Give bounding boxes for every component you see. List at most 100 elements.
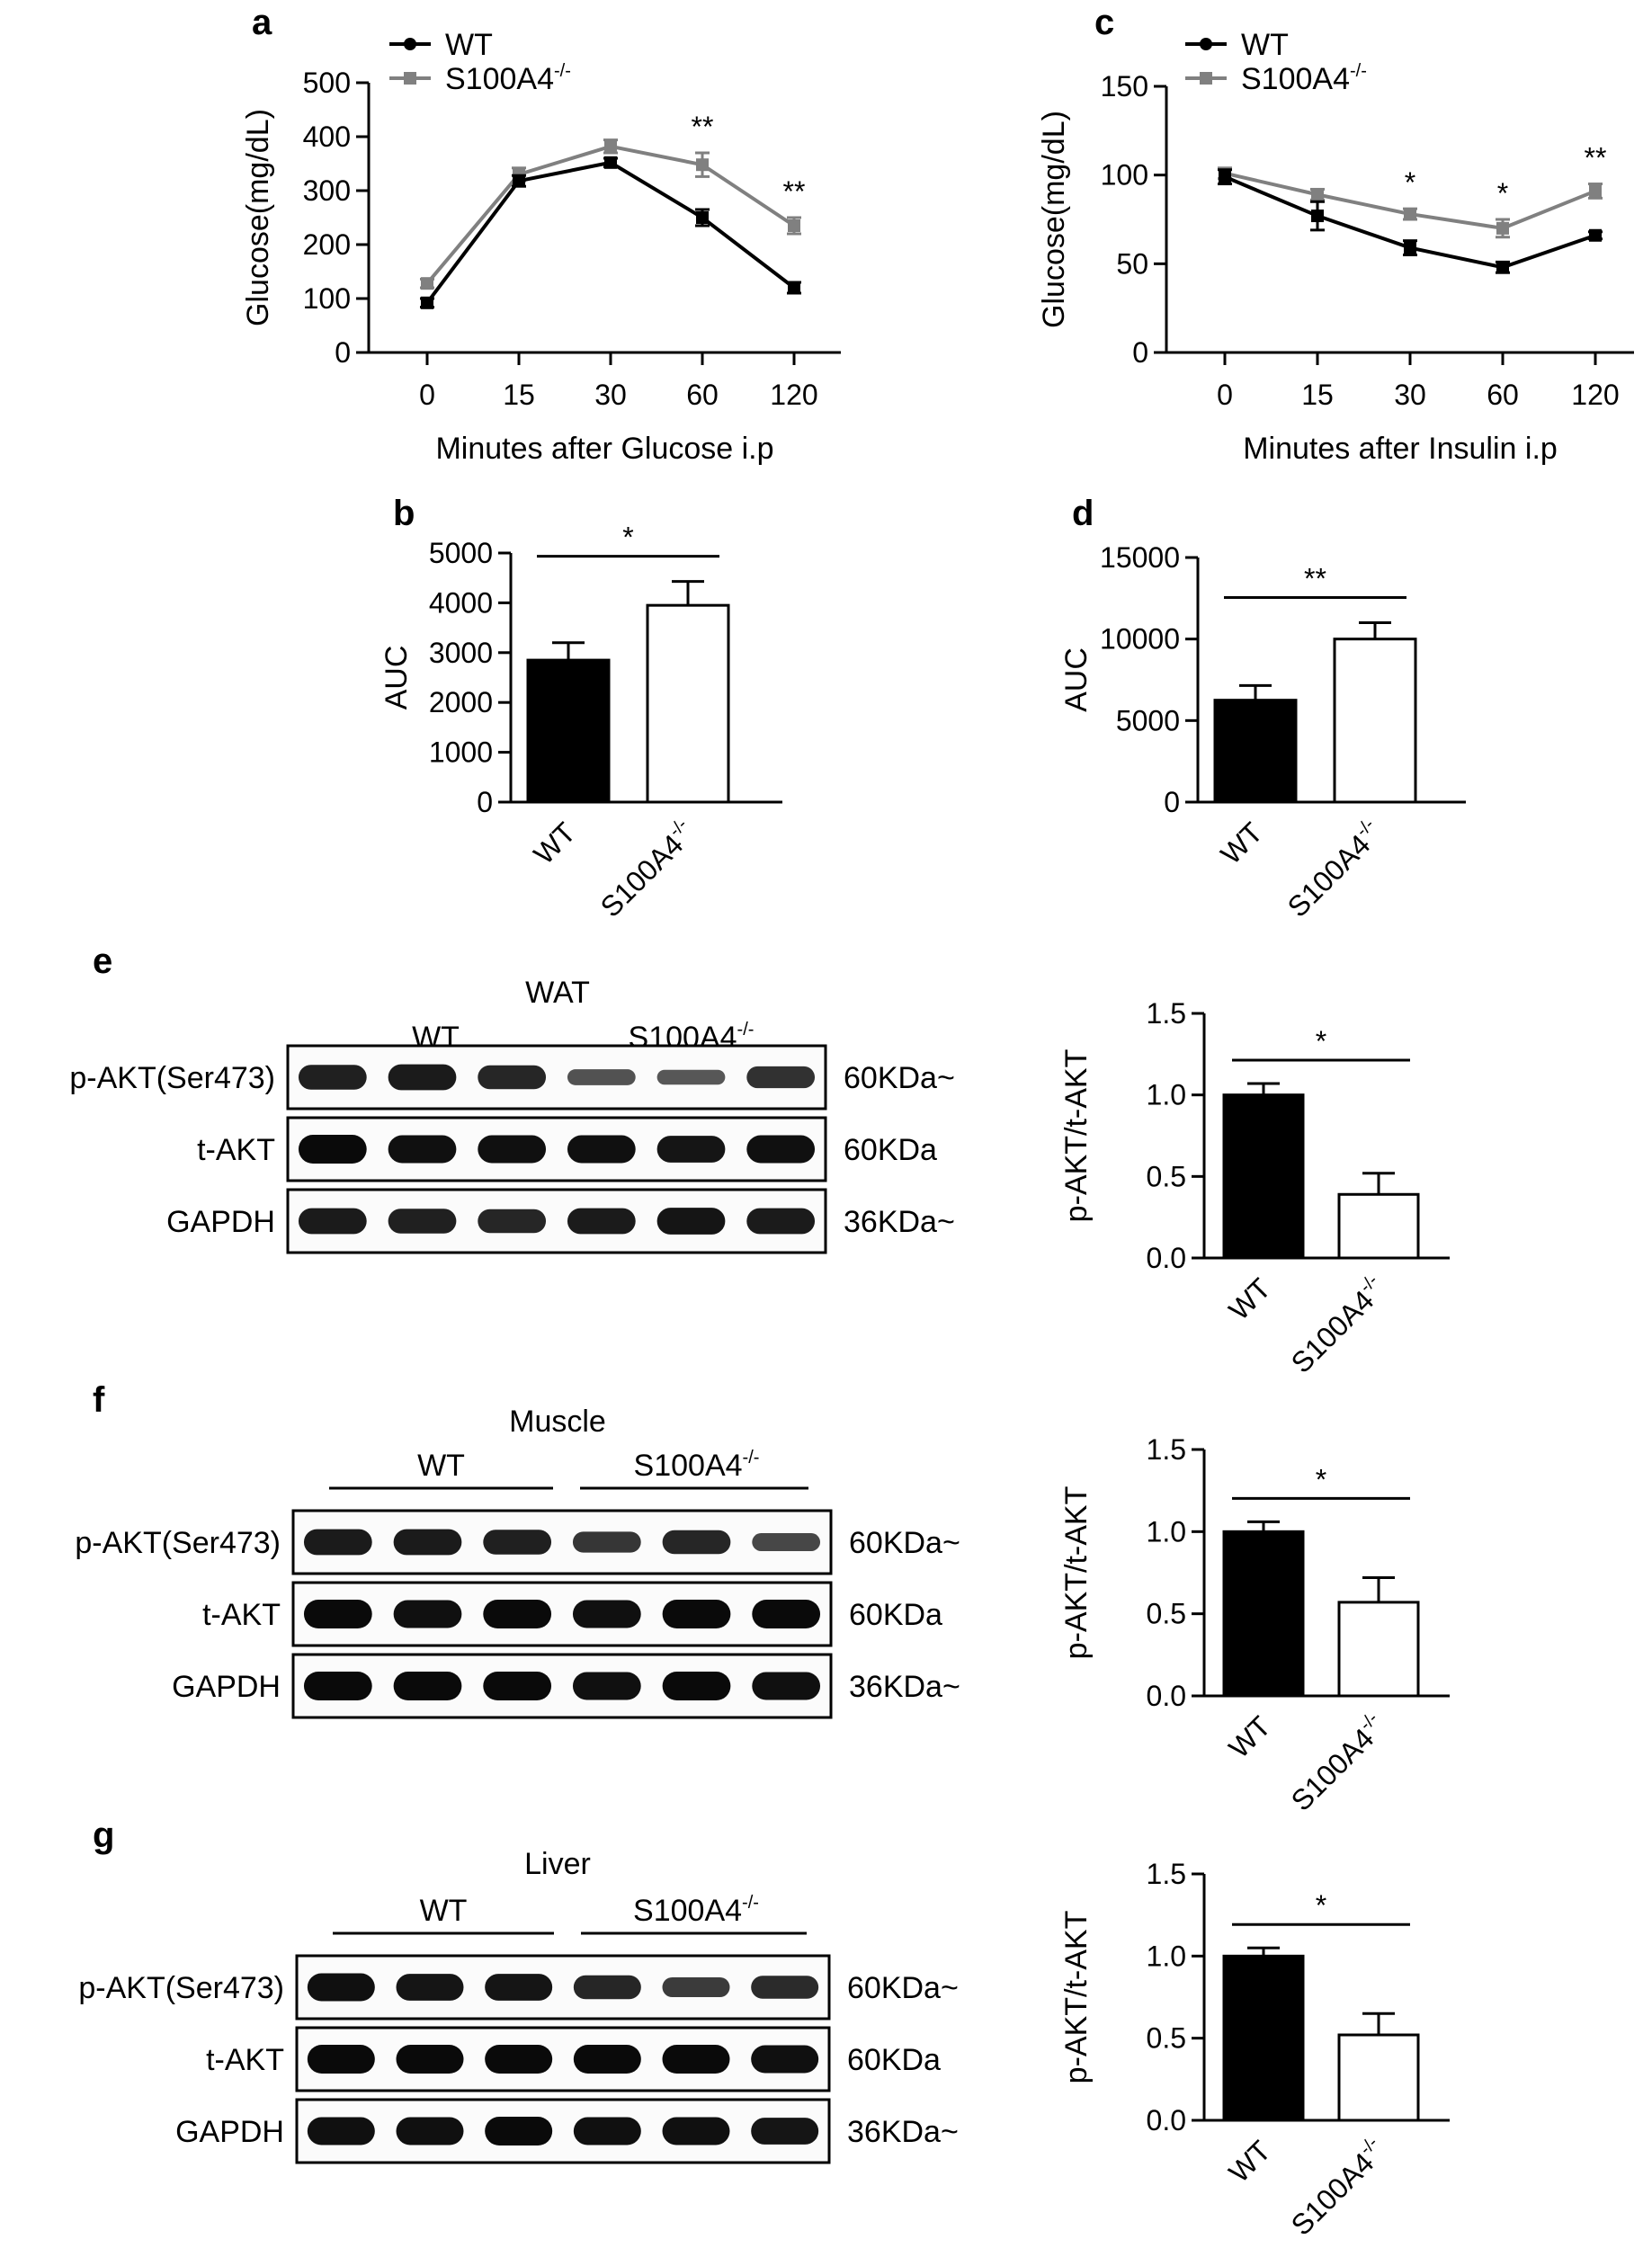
protein-band <box>478 1065 547 1090</box>
y-tick-label: 1000 <box>429 736 493 769</box>
blot-frame <box>286 1188 827 1254</box>
significance-label: ** <box>692 111 714 143</box>
protein-band <box>298 1135 367 1164</box>
x-category-label: S100A4-/- <box>1283 1708 1392 1817</box>
x-tick-label: 120 <box>1571 379 1619 411</box>
x-axis-title: Minutes after Insulin i.p <box>1243 432 1558 466</box>
significance-label: * <box>1316 1463 1326 1495</box>
x-category-label: WT <box>527 816 582 870</box>
y-tick-label: 100 <box>303 282 351 315</box>
y-tick-label: 500 <box>303 67 351 99</box>
protein-band <box>483 1530 552 1555</box>
blot-frame <box>295 2098 831 2164</box>
blot-frame <box>291 1581 833 1647</box>
molecular-weight-label: 36KDa~ <box>847 2115 959 2149</box>
group-label-ko: S100A4-/- <box>634 1448 760 1483</box>
x-tick-label: 15 <box>1301 379 1334 411</box>
panel-letter: g <box>93 1815 114 1855</box>
protein-band <box>656 1208 726 1235</box>
x-category-label: S100A4-/- <box>1283 2133 1392 2242</box>
significance-label: * <box>1405 166 1415 199</box>
y-axis-title: AUC <box>1059 647 1094 712</box>
molecular-weight-label: 60KDa~ <box>844 1061 955 1095</box>
bar <box>1222 1093 1305 1260</box>
protein-band <box>483 1672 552 1700</box>
significance-label: * <box>622 522 633 554</box>
blot-row-label: t-AKT <box>206 2043 284 2077</box>
blot-row-label: GAPDH <box>175 2115 284 2149</box>
protein-band <box>567 1135 636 1164</box>
protein-band <box>656 1136 726 1163</box>
protein-band <box>307 2117 375 2145</box>
y-tick-label: 1.5 <box>1147 997 1186 1030</box>
bar <box>1222 1954 1305 2122</box>
protein-band <box>393 1529 462 1556</box>
legend-marker <box>1200 38 1212 50</box>
molecular-weight-label: 60KDa <box>844 1133 937 1167</box>
protein-band <box>303 1600 372 1628</box>
blot-frame <box>291 1653 833 1719</box>
x-tick-label: 0 <box>419 379 435 411</box>
panel-letter: f <box>93 1380 105 1420</box>
protein-band <box>483 1600 552 1628</box>
y-tick-label: 1.5 <box>1147 1858 1186 1890</box>
panel-letter: c <box>1094 3 1114 42</box>
protein-band <box>567 1069 636 1085</box>
blot-row-label: GAPDH <box>166 1205 275 1239</box>
protein-band <box>656 1069 726 1085</box>
protein-band <box>752 1672 821 1700</box>
protein-band <box>662 1976 730 1998</box>
panel-letter: d <box>1072 494 1094 533</box>
x-axis-title: Minutes after Glucose i.p <box>435 432 773 466</box>
bar <box>1337 1192 1420 1260</box>
data-point <box>513 174 525 188</box>
protein-band <box>573 2117 641 2145</box>
y-axis-title: AUC <box>380 646 414 710</box>
data-point <box>1589 184 1602 198</box>
protein-band <box>307 1973 375 2002</box>
data-point <box>1404 208 1416 221</box>
y-axis-title: Glucose(mg/dL) <box>241 109 275 326</box>
protein-band <box>572 1531 641 1553</box>
legend-label: S100A4-/- <box>1241 61 1367 96</box>
x-category-label: S100A4-/- <box>1283 1271 1392 1379</box>
legend-marker <box>1200 72 1212 85</box>
protein-band <box>573 2045 641 2074</box>
y-tick-label: 1.0 <box>1147 1079 1186 1111</box>
x-category-label: S100A4-/- <box>593 815 701 923</box>
protein-band <box>751 1976 819 1999</box>
blot-title: Liver <box>524 1847 591 1881</box>
blot-row-label: p-AKT(Ser473) <box>75 1526 281 1560</box>
data-point <box>1496 221 1509 235</box>
protein-band <box>662 2045 730 2074</box>
bar <box>646 603 730 804</box>
bar <box>1222 1530 1305 1698</box>
x-tick-label: 120 <box>770 379 817 411</box>
panel-letter: e <box>93 941 112 981</box>
protein-band <box>396 2045 464 2074</box>
data-point <box>696 211 709 224</box>
y-axis-title: p-AKT/t-AKT <box>1059 1911 1094 2084</box>
molecular-weight-label: 60KDa <box>849 1598 942 1632</box>
y-tick-label: 5000 <box>1116 704 1180 736</box>
y-tick-label: 300 <box>303 174 351 207</box>
molecular-weight-label: 36KDa~ <box>849 1670 960 1704</box>
protein-band <box>662 1600 731 1628</box>
x-tick-label: 60 <box>1487 379 1519 411</box>
protein-band <box>746 1135 816 1164</box>
y-tick-label: 0.5 <box>1147 2022 1186 2055</box>
data-point <box>696 158 709 172</box>
y-tick-label: 0.0 <box>1147 2104 1186 2136</box>
significance-label: * <box>1316 1889 1326 1922</box>
protein-band <box>485 2117 553 2145</box>
x-category-label: WT <box>1222 1709 1277 1764</box>
y-axis-title: Glucose(mg/dL) <box>1037 111 1071 328</box>
legend-label: S100A4-/- <box>445 61 571 96</box>
protein-band <box>478 1209 547 1234</box>
x-tick-label: 15 <box>503 379 535 411</box>
molecular-weight-label: 60KDa~ <box>847 1971 959 2005</box>
protein-band <box>303 1529 372 1556</box>
bar <box>1213 699 1298 804</box>
bar <box>1337 2033 1420 2122</box>
y-axis-title: p-AKT/t-AKT <box>1059 1486 1094 1660</box>
